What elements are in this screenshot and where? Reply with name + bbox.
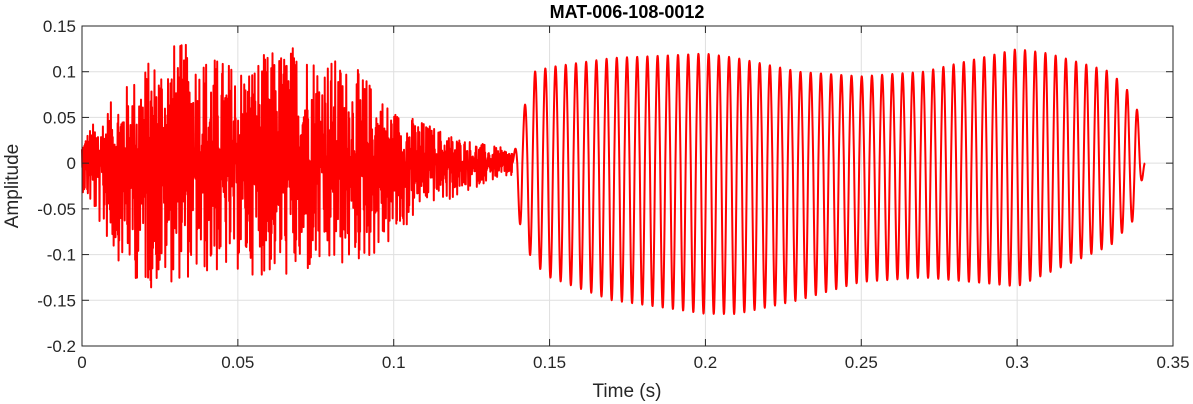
x-tick-label: 0.15	[533, 353, 566, 372]
x-tick-label: 0.05	[221, 353, 254, 372]
y-tick-label: 0.05	[43, 108, 76, 127]
x-tick-labels: 0 0.05 0.1 0.15 0.2 0.25 0.3 0.35	[77, 353, 1189, 372]
y-axis-label: Amplitude	[2, 144, 23, 229]
plot-frame	[81, 25, 1174, 347]
chart-title: MAT-006-108-0012	[550, 2, 705, 22]
y-tick-labels: -0.2 -0.15 -0.1 -0.05 0 0.05 0.1 0.15	[37, 17, 76, 356]
x-tick-label: 0.35	[1156, 353, 1189, 372]
y-tick-label: -0.15	[37, 291, 76, 310]
x-axis-label: Time (s)	[593, 381, 662, 402]
x-tick-label: 0.1	[382, 353, 406, 372]
x-tick-label: 0.25	[845, 353, 878, 372]
y-tick-label: -0.1	[47, 246, 76, 265]
tick-marks	[81, 25, 1174, 347]
y-tick-label: -0.05	[37, 200, 76, 219]
y-tick-label: 0	[67, 154, 76, 173]
series-line	[81, 43, 1146, 315]
y-tick-label: -0.2	[47, 337, 76, 356]
y-tick-label: 0.15	[43, 17, 76, 36]
x-tick-label: 0.2	[694, 353, 718, 372]
x-tick-label: 0	[77, 353, 86, 372]
x-tick-label: 0.3	[1005, 353, 1029, 372]
y-tick-label: 0.1	[52, 63, 76, 82]
series-layer	[81, 43, 1146, 315]
